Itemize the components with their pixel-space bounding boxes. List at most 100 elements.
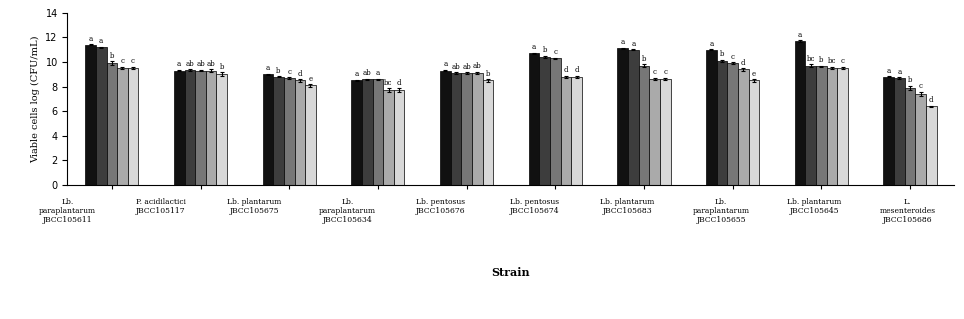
Bar (362, 79, 372, 185)
Text: Lb. pentosus
JBCC105676: Lb. pentosus JBCC105676 (416, 198, 466, 215)
Text: c: c (553, 48, 557, 56)
Text: ab: ab (185, 60, 194, 68)
Text: bc: bc (807, 55, 815, 63)
Bar (638, 66, 650, 185)
Text: a: a (443, 61, 447, 69)
Bar (262, 74, 273, 185)
Bar (483, 80, 494, 185)
Bar (916, 94, 926, 185)
Bar (628, 50, 638, 185)
Text: c: c (663, 69, 667, 77)
Text: L.
mesenteroides
JBCC105686: L. mesenteroides JBCC105686 (879, 198, 936, 224)
Bar (883, 77, 894, 185)
Bar (894, 78, 904, 185)
Text: a: a (99, 37, 103, 45)
Text: d: d (397, 79, 401, 87)
Bar (805, 66, 816, 185)
Text: ab: ab (207, 60, 216, 68)
Text: c: c (653, 69, 656, 77)
Text: Lb. plantarum
JBCC105683: Lb. plantarum JBCC105683 (601, 198, 655, 215)
Text: a: a (532, 43, 536, 51)
Bar (794, 41, 805, 185)
Text: d: d (929, 96, 933, 104)
Bar (738, 69, 749, 185)
Y-axis label: Viable cells log (CFU/mL): Viable cells log (CFU/mL) (31, 35, 40, 163)
Text: a: a (89, 35, 93, 43)
Text: e: e (752, 70, 756, 78)
Bar (749, 80, 760, 185)
Bar (528, 53, 539, 185)
Text: b: b (220, 63, 224, 71)
Bar (174, 70, 184, 185)
Text: P. acidilactici
JBCC105117: P. acidilactici JBCC105117 (136, 198, 186, 215)
Text: b: b (277, 67, 281, 75)
Text: d: d (298, 70, 302, 78)
Bar (440, 70, 450, 185)
Text: a: a (621, 38, 625, 46)
Text: bc: bc (385, 79, 392, 87)
Text: a: a (897, 68, 901, 76)
Text: a: a (376, 69, 380, 77)
Bar (118, 68, 128, 185)
Bar (838, 68, 848, 185)
Bar (926, 106, 937, 185)
Bar (184, 70, 195, 185)
Bar (384, 90, 394, 185)
Text: ab: ab (196, 61, 205, 69)
Text: a: a (710, 40, 713, 48)
Bar (816, 66, 827, 185)
Text: Lb. plantarum
JBCC105645: Lb. plantarum JBCC105645 (788, 198, 842, 215)
Bar (128, 68, 139, 185)
Bar (561, 77, 572, 185)
Bar (206, 70, 217, 185)
Text: a: a (798, 31, 802, 39)
Bar (461, 73, 472, 185)
Text: b: b (486, 70, 490, 78)
Text: c: c (731, 53, 735, 61)
Bar (727, 63, 738, 185)
Bar (660, 79, 671, 185)
Bar (904, 88, 916, 185)
Bar (716, 61, 727, 185)
Text: a: a (355, 70, 359, 78)
Bar (539, 57, 549, 185)
Bar (195, 70, 206, 185)
Text: ab: ab (451, 63, 460, 71)
Bar (706, 50, 716, 185)
Text: e: e (308, 75, 312, 83)
Text: c: c (131, 57, 135, 65)
Bar (372, 79, 384, 185)
Text: b: b (110, 52, 114, 60)
Text: ab: ab (462, 63, 471, 71)
Text: a: a (631, 40, 635, 48)
Text: c: c (841, 57, 844, 65)
Bar (394, 90, 405, 185)
Text: ab: ab (362, 69, 371, 77)
Text: ab: ab (473, 62, 482, 70)
Text: Strain: Strain (492, 267, 530, 278)
Text: Lb.
paraplantarum
JBCC105611: Lb. paraplantarum JBCC105611 (39, 198, 96, 224)
Bar (85, 45, 95, 185)
Bar (95, 47, 106, 185)
Text: b: b (908, 77, 912, 85)
Bar (450, 73, 461, 185)
Text: c: c (287, 68, 291, 76)
Text: Lb. pentosus
JBCC105674: Lb. pentosus JBCC105674 (509, 198, 559, 215)
Text: c: c (120, 57, 124, 65)
Text: Lb.
paraplantarum
JBCC105655: Lb. paraplantarum JBCC105655 (692, 198, 750, 224)
Text: c: c (919, 82, 923, 90)
Bar (472, 73, 483, 185)
Text: b: b (543, 46, 547, 54)
Bar (283, 78, 295, 185)
Text: d: d (575, 66, 578, 74)
Bar (295, 80, 306, 185)
Bar (827, 68, 838, 185)
Bar (217, 74, 228, 185)
Text: Lb.
paraplantarum
JBCC105634: Lb. paraplantarum JBCC105634 (319, 198, 376, 224)
Text: d: d (564, 66, 568, 74)
Text: b: b (720, 50, 724, 58)
Bar (306, 85, 316, 185)
Text: b: b (642, 55, 646, 63)
Bar (106, 63, 118, 185)
Bar (650, 79, 660, 185)
